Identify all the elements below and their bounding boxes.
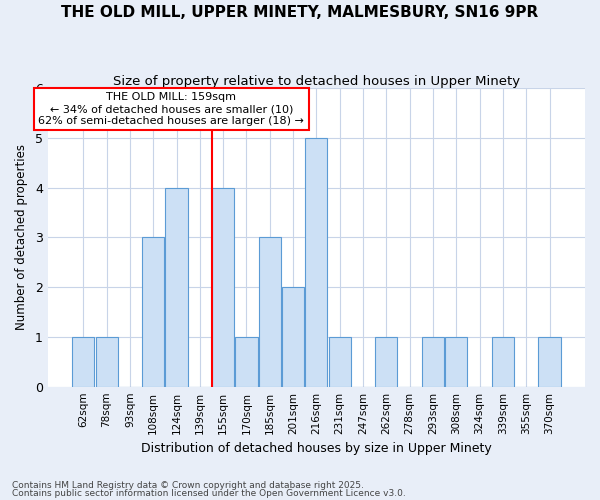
Bar (259, 238, 281, 386)
Bar (166, 188, 188, 386)
Bar (95, 337, 118, 386)
Bar (142, 238, 164, 386)
Text: THE OLD MILL, UPPER MINETY, MALMESBURY, SN16 9PR: THE OLD MILL, UPPER MINETY, MALMESBURY, … (61, 5, 539, 20)
Bar (282, 287, 304, 386)
Bar (422, 337, 444, 386)
Text: Contains HM Land Registry data © Crown copyright and database right 2025.: Contains HM Land Registry data © Crown c… (12, 480, 364, 490)
Bar (305, 138, 328, 386)
Bar (492, 337, 514, 386)
Text: Contains public sector information licensed under the Open Government Licence v3: Contains public sector information licen… (12, 489, 406, 498)
Bar (445, 337, 467, 386)
X-axis label: Distribution of detached houses by size in Upper Minety: Distribution of detached houses by size … (141, 442, 492, 455)
Bar (538, 337, 560, 386)
Text: THE OLD MILL: 159sqm
← 34% of detached houses are smaller (10)
62% of semi-detac: THE OLD MILL: 159sqm ← 34% of detached h… (38, 92, 304, 126)
Bar (72, 337, 94, 386)
Bar (212, 188, 234, 386)
Bar (329, 337, 351, 386)
Title: Size of property relative to detached houses in Upper Minety: Size of property relative to detached ho… (113, 75, 520, 88)
Bar (375, 337, 397, 386)
Y-axis label: Number of detached properties: Number of detached properties (15, 144, 28, 330)
Bar (235, 337, 257, 386)
